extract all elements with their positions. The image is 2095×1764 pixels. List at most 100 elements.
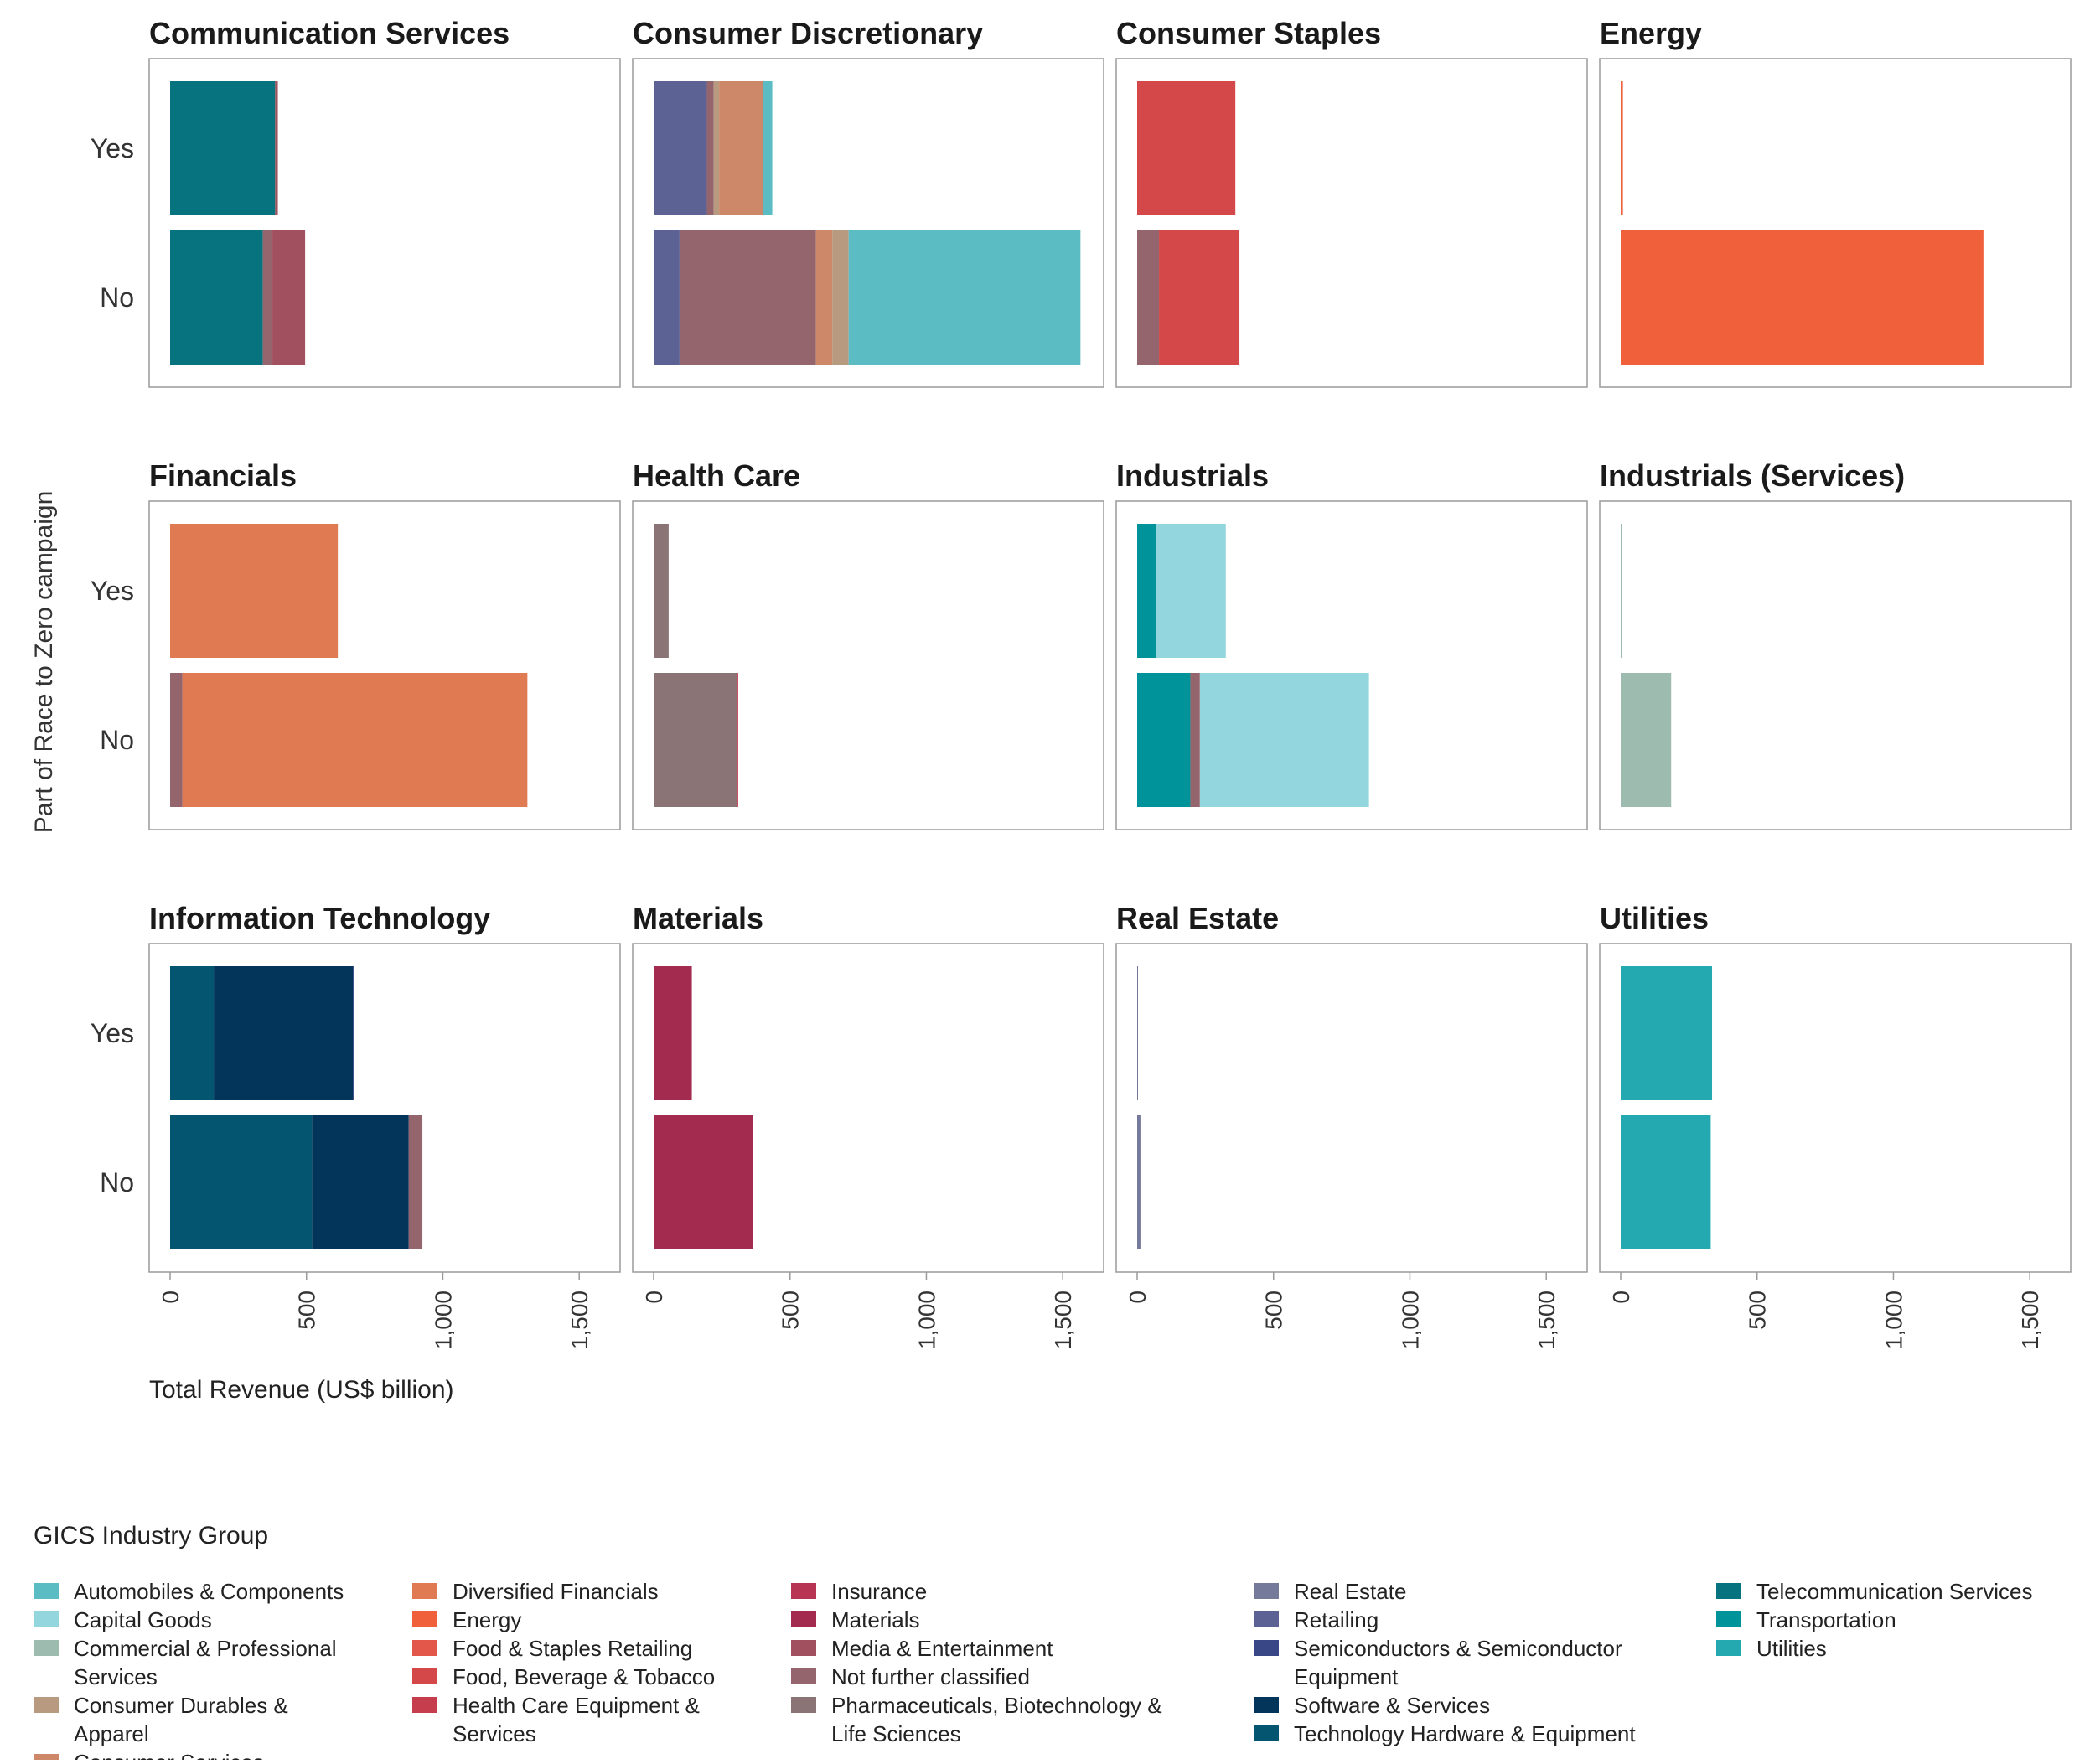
legend-swatch	[412, 1640, 437, 1656]
legend-swatch	[791, 1640, 816, 1656]
panel-title: Materials	[633, 901, 763, 935]
panel-frame	[632, 943, 1104, 1273]
legend-swatch	[412, 1583, 437, 1599]
bar-segment-yes-comm	[1621, 524, 1622, 658]
panel-title: Consumer Staples	[1116, 16, 1381, 50]
legend-swatch	[1254, 1583, 1279, 1599]
bar-segment-no-materials	[654, 1115, 753, 1249]
panels: Communication Services Yes No Consumer Disc…	[91, 16, 2072, 1349]
legend-swatch	[34, 1611, 59, 1627]
panel-frame	[1599, 500, 2072, 830]
panel-consumer-staples: Consumer Staples	[1115, 16, 1588, 388]
x-tick-label: 1,000	[1397, 1291, 1423, 1349]
legend-label: Pharmaceuticals, Biotechnology & Life Sci…	[831, 1693, 1162, 1746]
legend-label: Telecommunication Services	[1756, 1579, 2032, 1604]
legend-label: Transportation	[1756, 1607, 1896, 1632]
legend-swatch	[34, 1697, 59, 1713]
bar-segment-no-nfc	[679, 230, 816, 365]
legend-swatch	[412, 1697, 437, 1713]
bar-segment-no-realestate	[1137, 1115, 1141, 1249]
bar-segment-no-divfin	[182, 673, 528, 807]
bar-segment-no-comm	[1621, 673, 1672, 807]
panel-frame	[148, 500, 621, 830]
bar-segment-no-auto	[848, 230, 1081, 365]
panel-industrials: Industrials	[1115, 458, 1588, 830]
y-tick-label-yes: Yes	[91, 576, 134, 606]
bar-segment-no-foodbev	[1159, 230, 1240, 365]
panel-materials: Materials 0 500 1,000 1,500	[632, 901, 1104, 1349]
legend-swatch	[1254, 1611, 1279, 1627]
legend-item-cserv: Consumer Services	[34, 1750, 264, 1764]
legend-item-telecom: Telecommunication Services	[1716, 1579, 2032, 1604]
bar-segment-yes-realestate	[1137, 966, 1138, 1100]
legend-item-software: Software & Services	[1254, 1693, 1490, 1718]
legend-swatch	[34, 1754, 59, 1764]
panel-frame	[632, 500, 1104, 830]
legend-swatch	[412, 1611, 437, 1627]
legend-item-foodbev: Food, Beverage & Tobacco	[412, 1664, 715, 1689]
y-tick-label-no: No	[100, 282, 134, 313]
panel-frame	[148, 943, 621, 1273]
panel-real-estate: Real Estate 0 500 1,000 1,500	[1115, 901, 1588, 1349]
x-tick-label: 1,000	[1880, 1291, 1906, 1349]
legend-label: Semiconductors & Semiconductor Equipment	[1294, 1636, 1622, 1689]
panel-title: Real Estate	[1116, 901, 1279, 935]
panel-title: Industrials (Services)	[1600, 458, 1905, 493]
bar-segment-no-nfc	[262, 230, 273, 365]
legend-item-materials: Materials	[791, 1607, 919, 1632]
legend-label: Food & Staples Retailing	[453, 1636, 692, 1661]
legend-item-realestate: Real Estate	[1254, 1579, 1406, 1604]
bar-segment-no-retail	[654, 230, 680, 365]
panel-frame	[1599, 943, 2072, 1273]
bar-segment-yes-cserv	[719, 81, 763, 215]
panel-information-technology: Information Technology Yes No 0 500 1,000 1,50…	[91, 901, 621, 1349]
y-tick-label-yes: Yes	[91, 133, 134, 163]
bar-segment-yes-foodbev	[1137, 81, 1236, 215]
panel-title: Information Technology	[149, 901, 490, 935]
bar-segment-yes-energy	[1621, 81, 1623, 215]
legend-item-comm: Commercial & Professional Services	[34, 1636, 337, 1689]
bar-segment-yes-divfin	[170, 524, 339, 658]
panel-consumer-discretionary: Consumer Discretionary	[632, 16, 1104, 388]
legend-label: Utilities	[1756, 1636, 1827, 1661]
x-tick-label: 500	[294, 1291, 320, 1330]
legend-label: Consumer Durables & Apparel	[74, 1693, 288, 1746]
legend-label: Consumer Services	[74, 1750, 264, 1760]
legend-item-durables: Consumer Durables & Apparel	[34, 1693, 288, 1746]
panel-title: Utilities	[1600, 901, 1709, 935]
bar-segment-no-media	[272, 230, 306, 365]
panel-title: Communication Services	[149, 16, 510, 50]
panel-financials: Financials Yes No	[91, 458, 621, 830]
bar-segment-no-transport	[1137, 673, 1191, 807]
legend-item-energy: Energy	[412, 1607, 521, 1632]
legend-swatch	[412, 1668, 437, 1684]
y-tick-label-no: No	[100, 725, 134, 755]
panel-title: Industrials	[1116, 458, 1269, 493]
bar-segment-no-telecom	[170, 230, 263, 365]
panel-frame	[632, 58, 1104, 388]
bar-segment-no-utilities	[1621, 1115, 1711, 1249]
x-tick-label: 1,500	[1050, 1291, 1076, 1349]
y-axis-label: Part of Race to Zero campaign	[30, 491, 58, 834]
legend-label: Automobiles & Components	[74, 1579, 344, 1604]
legend-label: Health Care Equipment & Services	[453, 1693, 700, 1746]
legend-label: Diversified Financials	[453, 1579, 659, 1604]
legend-swatch	[1716, 1611, 1741, 1627]
x-tick-label: 1,500	[566, 1291, 592, 1349]
panel-health-care: Health Care	[632, 458, 1104, 830]
x-tick-label: 1,500	[1534, 1291, 1560, 1349]
bar-segment-yes-nfc	[706, 81, 714, 215]
panel-frame	[1115, 500, 1588, 830]
x-tick-label: 0	[1608, 1291, 1634, 1304]
panel-communication-services: Communication Services Yes No	[91, 16, 621, 388]
legend-item-media: Media & Entertainment	[791, 1636, 1053, 1661]
legend-item-capg: Capital Goods	[34, 1607, 212, 1632]
panel-energy: Energy	[1599, 16, 2072, 388]
legend-item-transport: Transportation	[1716, 1607, 1896, 1632]
bar-segment-no-nfc	[1190, 673, 1200, 807]
legend-item-pharma: Pharmaceuticals, Biotechnology & Life Sci…	[791, 1693, 1162, 1746]
legend-item-tech: Technology Hardware & Equipment	[1254, 1721, 1636, 1746]
legend-label: Not further classified	[831, 1664, 1030, 1689]
panel-frame	[1599, 58, 2072, 388]
